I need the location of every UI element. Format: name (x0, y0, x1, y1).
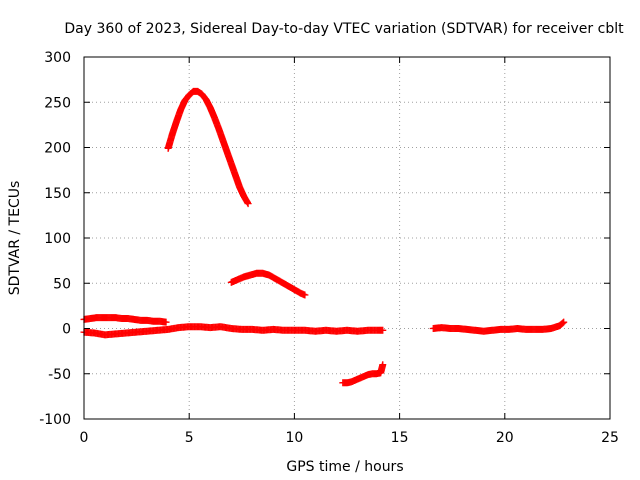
data-point (301, 291, 309, 299)
plot-frame (83, 56, 611, 420)
x-tick-label: 25 (601, 430, 619, 446)
data-series (80, 323, 387, 339)
y-tick-label: -100 (39, 412, 71, 428)
y-tick-label: 200 (44, 141, 71, 157)
grid-lines (84, 57, 610, 419)
x-axis-title: GPS time / hours (286, 459, 403, 475)
data-point (560, 318, 568, 326)
y-tick-label: 50 (53, 276, 71, 292)
data-point (379, 326, 387, 334)
data-series (429, 318, 568, 335)
y-tick-label: 100 (44, 231, 71, 247)
y-axis-title: SDTVAR / TECUs (7, 181, 23, 296)
data-series (164, 87, 252, 208)
y-tick-label: 0 (62, 322, 71, 338)
chart-title: Day 360 of 2023, Sidereal Day-to-day VTE… (64, 21, 624, 37)
y-tick-label: 250 (44, 95, 71, 111)
data-points (80, 87, 568, 387)
x-tick-label: 5 (185, 430, 194, 446)
x-tick-label: 0 (80, 430, 89, 446)
y-tick-label: 300 (44, 50, 71, 66)
data-point (244, 200, 252, 208)
x-tick-label: 10 (285, 430, 303, 446)
data-series (227, 269, 309, 299)
y-tick-label: 150 (44, 186, 71, 202)
axis-ticks: 0 5 10 15 20 25 -100 -50 0 50 100 150 200 250 300 (39, 50, 619, 446)
x-tick-label: 20 (496, 430, 514, 446)
data-series (80, 314, 170, 326)
y-tick-label: -50 (48, 367, 71, 383)
data-point (379, 361, 387, 369)
data-point (162, 318, 170, 326)
data-point-fill (559, 319, 567, 327)
data-series (339, 361, 387, 387)
data-point-fill (558, 320, 566, 328)
x-tick-label: 15 (391, 430, 409, 446)
